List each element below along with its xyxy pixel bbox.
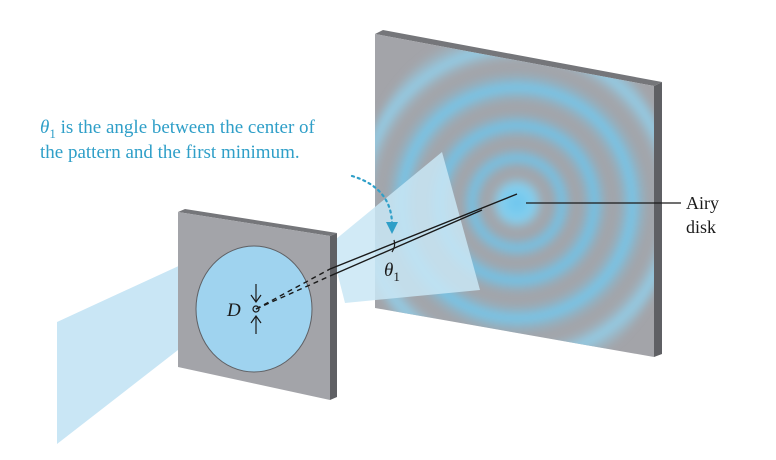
theta-symbol: θ (40, 117, 49, 138)
angle-label: θ1 (384, 260, 400, 284)
angle-arc (391, 239, 396, 253)
annotation-arrowhead (386, 222, 398, 234)
angle-label-symbol: θ (384, 260, 393, 281)
incoming-light-beam (57, 258, 196, 444)
annotation-line-2: the pattern and the first minimum. (40, 142, 300, 163)
airy-disk-label-line-2: disk (686, 217, 716, 237)
center-line (329, 193, 518, 270)
airy-disk-label-line-1: Airy (686, 193, 719, 213)
aperture-center-dot (252, 305, 260, 313)
circular-aperture (195, 245, 313, 373)
angle-label-subscript: 1 (393, 269, 400, 284)
diameter-arrows (250, 284, 262, 334)
diffracted-light-cone (330, 152, 480, 303)
theta-subscript: 1 (49, 126, 56, 141)
annotation-line-1-text: is the angle between the center of (56, 117, 316, 138)
annotation-line-1: θ1 is the angle between the center of (40, 117, 316, 141)
geometry-lines (255, 193, 681, 310)
first-minimum-line-dashed (255, 275, 331, 310)
aperture-screen (178, 209, 337, 400)
aperture-diameter-label: D (226, 300, 241, 321)
first-minimum-line (329, 209, 483, 277)
annotation-pointer (350, 174, 394, 227)
